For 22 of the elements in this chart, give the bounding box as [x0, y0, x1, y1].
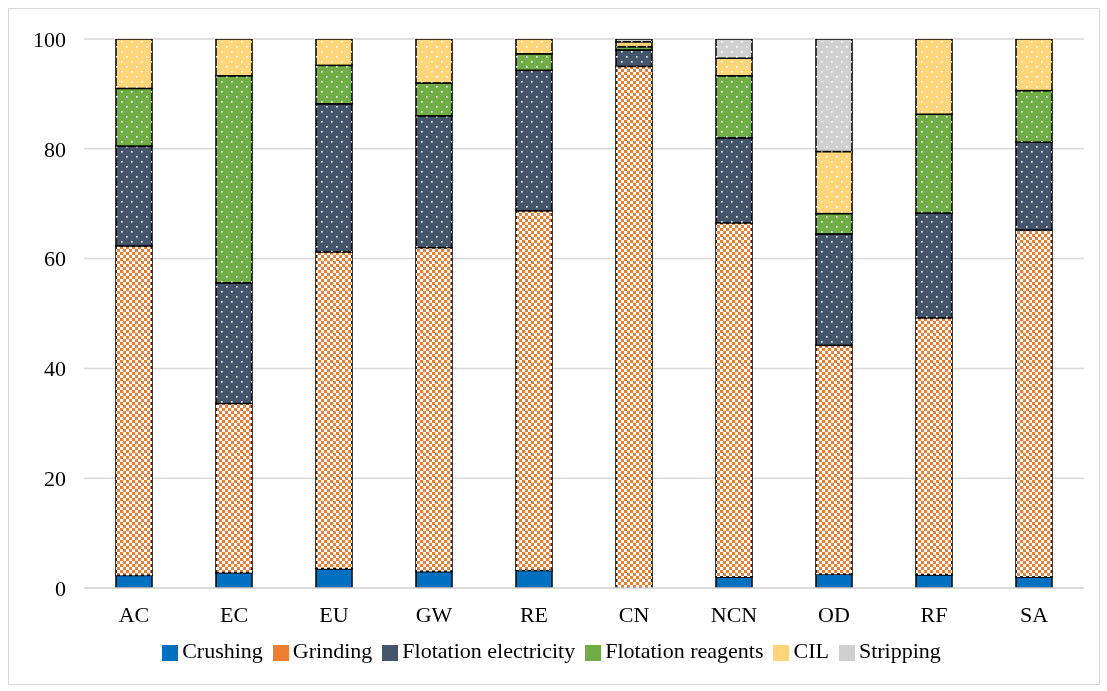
- x-tick-label: OD: [818, 601, 850, 627]
- legend-label: Flotation electricity: [402, 638, 576, 663]
- y-tick-label: 80: [44, 136, 66, 162]
- y-tick-label: 100: [33, 26, 66, 52]
- x-tick-label: EU: [319, 601, 349, 627]
- y-tick-label: 60: [44, 246, 66, 272]
- legend-label: Stripping: [858, 638, 941, 663]
- legend-label: Crushing: [182, 638, 263, 663]
- legend-label: Grinding: [292, 638, 373, 663]
- x-tick-label: EC: [219, 601, 249, 627]
- x-tick-label: SA: [1019, 601, 1049, 627]
- x-tick-label: GW: [415, 601, 453, 627]
- legend-label: Flotation reagents: [605, 638, 764, 663]
- y-tick-label: 40: [44, 356, 66, 382]
- y-tick-label: 0: [55, 575, 66, 601]
- x-tick-label: RE: [519, 601, 549, 627]
- legend-label: CIL: [793, 638, 829, 663]
- x-tick-label: AC: [118, 601, 150, 627]
- x-tick-label: NCN: [710, 601, 758, 627]
- y-tick-label: 20: [44, 466, 66, 492]
- x-tick-label: CN: [618, 601, 650, 627]
- x-tick-label: RF: [920, 601, 948, 627]
